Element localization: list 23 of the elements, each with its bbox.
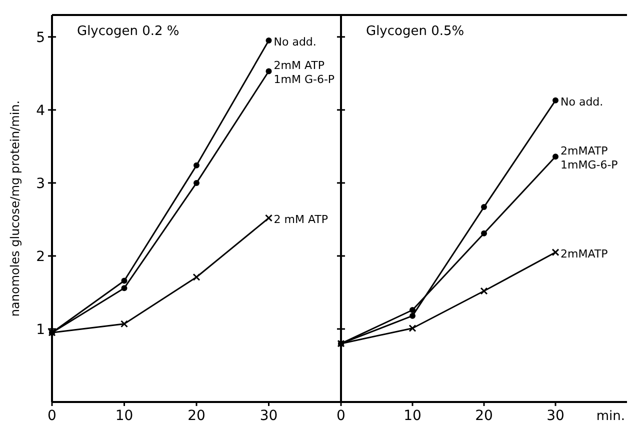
text: Glycogen 0.2 % bbox=[77, 24, 180, 39]
x-tick-label: 30 bbox=[546, 408, 564, 424]
series-label: 2mMATP bbox=[560, 247, 608, 260]
y-tick-label: 2 bbox=[36, 248, 45, 265]
x-tick-label: 20 bbox=[188, 408, 206, 424]
x-axis-title: min. bbox=[596, 409, 625, 424]
series-label: 2 mM ATP bbox=[274, 212, 328, 226]
x-tick-label: 0 bbox=[48, 408, 56, 424]
text: Glycogen 0.5% bbox=[366, 24, 464, 39]
y-tick-label: 5 bbox=[36, 30, 45, 46]
x-tick-label: 30 bbox=[260, 408, 278, 424]
y-tick-label: 4 bbox=[36, 102, 46, 119]
x-tick-label: 20 bbox=[475, 408, 493, 424]
x-tick-label: 10 bbox=[115, 408, 134, 424]
x-tick-label: 10 bbox=[404, 408, 422, 424]
series-label: 2mM ATP 1mM G-6-P bbox=[274, 59, 335, 86]
series-label: 2mMATP 1mMG-6-P bbox=[560, 144, 618, 172]
y-tick-label: 1 bbox=[36, 322, 45, 338]
y-axis-title: nanomoles glucose/mg protein/min. bbox=[8, 100, 22, 317]
y-tick-label: 3 bbox=[36, 176, 45, 192]
x-tick-label: 0 bbox=[336, 408, 346, 424]
series-label: No add. bbox=[274, 36, 316, 49]
series-label: No add. bbox=[560, 95, 604, 108]
